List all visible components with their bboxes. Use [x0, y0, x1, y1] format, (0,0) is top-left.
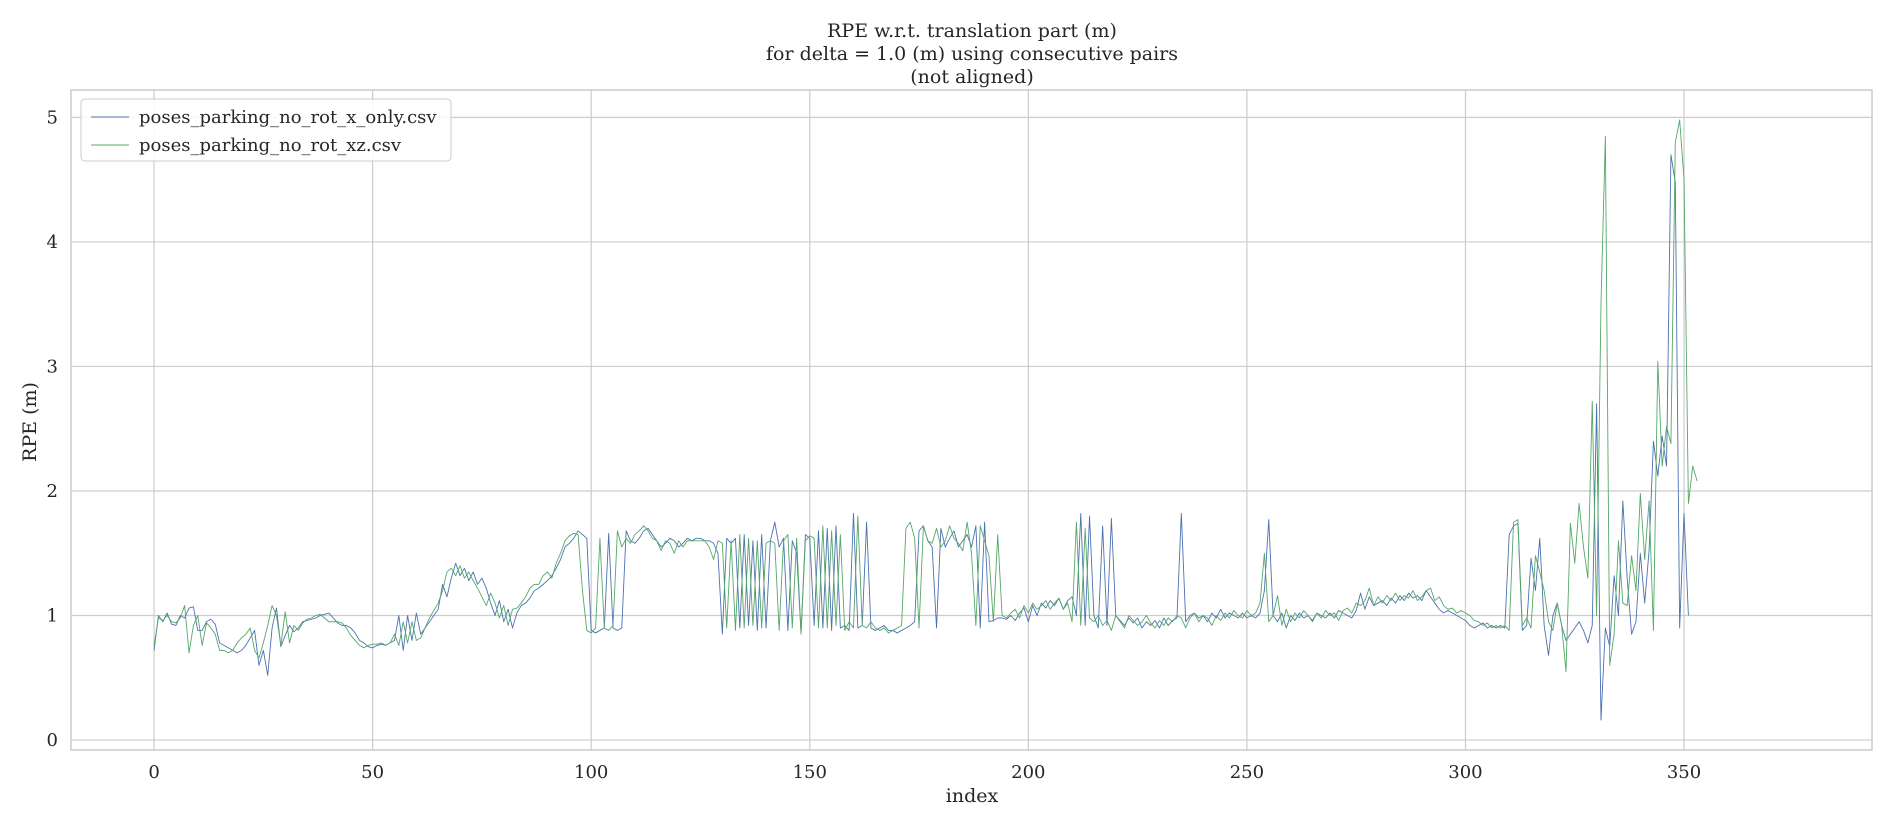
x-axis-label: index — [946, 785, 999, 807]
plot-area-frame — [70, 89, 1873, 751]
y-tick-label: 4 — [47, 232, 58, 253]
x-tick-label: 350 — [1667, 762, 1701, 783]
y-tick-label: 5 — [47, 107, 58, 128]
x-tick-label: 0 — [148, 762, 159, 783]
y-tick-label: 0 — [47, 730, 58, 751]
y-axis-label: RPE (m) — [19, 382, 41, 462]
grid-lines — [71, 90, 1872, 750]
legend: poses_parking_no_rot_x_only.csv poses_par… — [80, 98, 452, 162]
y-tick-label: 3 — [47, 356, 58, 377]
series-line-2 — [153, 119, 1698, 672]
legend-box — [80, 98, 452, 162]
x-tick-labels: 0 50 100 150 200 250 300 350 — [148, 762, 1701, 783]
y-tick-label: 1 — [47, 606, 58, 627]
chart-title-line-1: RPE w.r.t. translation part (m) — [827, 20, 1117, 42]
chart-title: RPE w.r.t. translation part (m) for delt… — [766, 20, 1178, 88]
y-tick-labels: 0 1 2 3 4 5 — [47, 107, 58, 751]
x-tick-label: 250 — [1230, 762, 1264, 783]
x-tick-label: 50 — [361, 762, 384, 783]
legend-entry-1: poses_parking_no_rot_x_only.csv — [139, 107, 437, 128]
series-lines — [153, 119, 1698, 721]
chart-title-line-3: (not aligned) — [910, 66, 1033, 88]
x-tick-label: 150 — [793, 762, 827, 783]
series-line-1 — [153, 154, 1689, 721]
x-tick-label: 200 — [1011, 762, 1045, 783]
x-tick-label: 300 — [1448, 762, 1482, 783]
y-tick-label: 2 — [47, 481, 58, 502]
chart-title-line-2: for delta = 1.0 (m) using consecutive pa… — [766, 43, 1178, 65]
x-tick-label: 100 — [574, 762, 608, 783]
legend-entry-2: poses_parking_no_rot_xz.csv — [139, 135, 402, 156]
